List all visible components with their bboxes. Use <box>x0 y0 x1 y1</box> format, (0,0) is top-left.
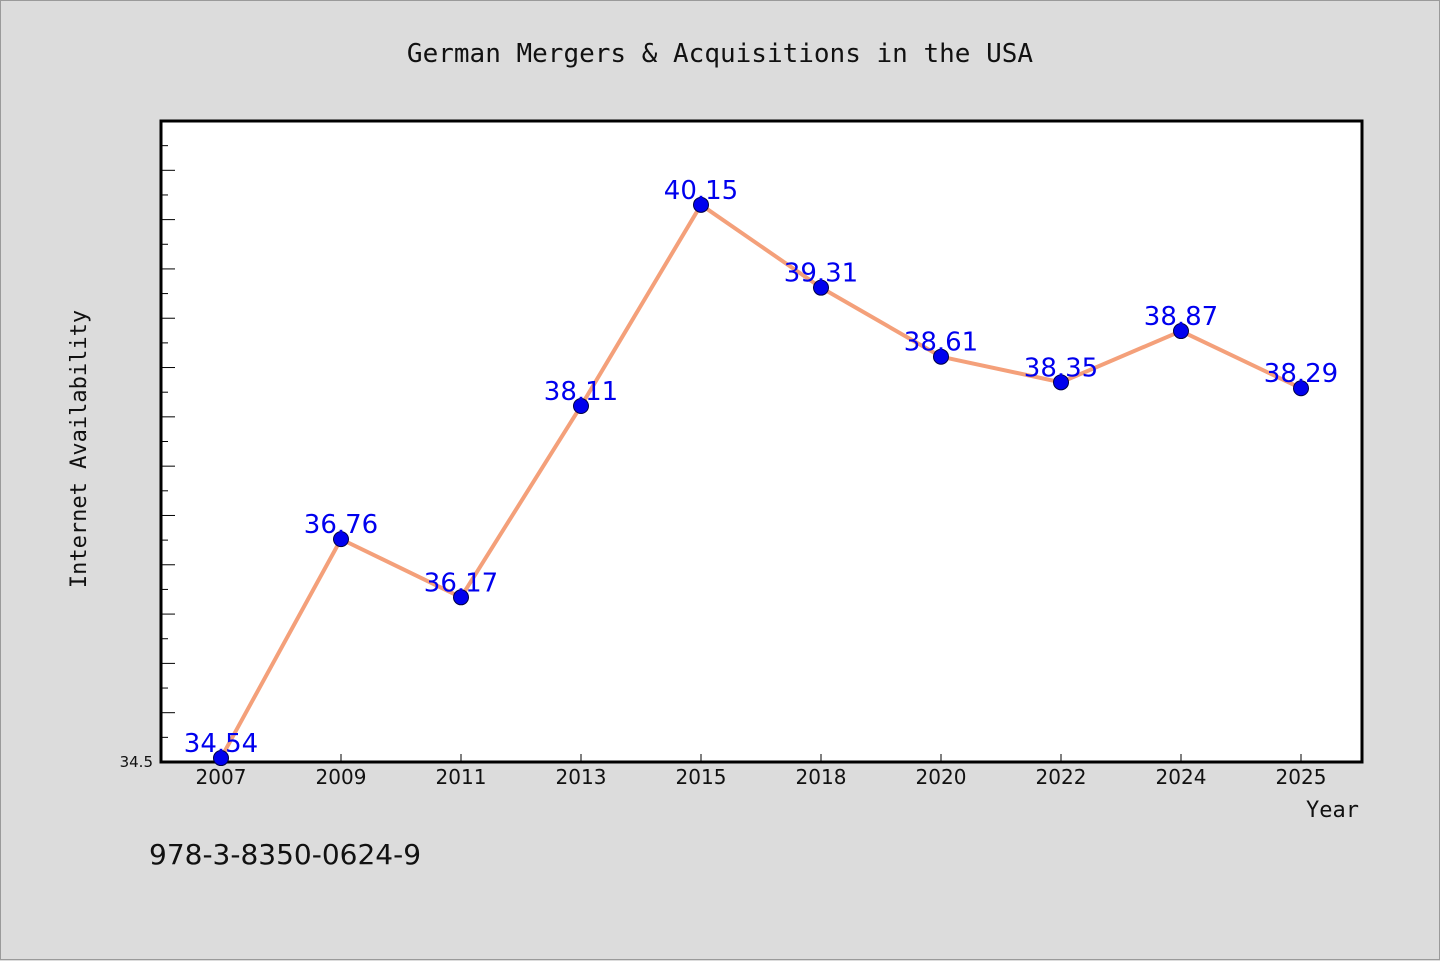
data-point <box>933 348 949 365</box>
isbn-footnote: 978-3-8350-0624-9 <box>149 838 421 871</box>
y-tick-label: 34.5 <box>120 753 153 771</box>
data-point <box>573 397 589 414</box>
x-tick-label: 2020 <box>916 765 967 789</box>
data-point <box>693 196 709 213</box>
x-tick-label: 2013 <box>556 765 607 789</box>
data-label: 38.61 <box>904 328 978 358</box>
data-label: 38.35 <box>1024 353 1098 383</box>
x-axis-ticks: 2007 2009 2011 2013 2015 2018 2020 2022 2024 2025 <box>196 754 1327 789</box>
plot-area <box>159 119 1364 764</box>
x-tick-label: 2022 <box>1036 765 1087 789</box>
data-point <box>333 531 349 548</box>
data-label: 36.17 <box>424 568 498 598</box>
data-point <box>1053 374 1069 391</box>
series-marker-group <box>213 196 1309 767</box>
y-axis-label: Internet Availability <box>67 310 92 588</box>
x-tick-label: 2007 <box>196 765 247 789</box>
data-point <box>813 279 829 296</box>
data-label: 34.54 <box>184 729 258 759</box>
data-label: 38.87 <box>1144 302 1218 332</box>
data-label: 40.15 <box>664 176 738 206</box>
data-point <box>213 750 229 767</box>
data-label-group: 34.54 36.76 36.17 38.11 40.15 39.31 38.61 38.35… <box>184 176 1338 759</box>
x-tick-label: 2024 <box>1156 765 1207 789</box>
data-label: 38.29 <box>1264 359 1338 389</box>
data-label: 39.31 <box>784 259 858 289</box>
x-tick-label: 2025 <box>1276 765 1327 789</box>
x-tick-label: 2018 <box>796 765 847 789</box>
series-line <box>219 202 1303 761</box>
data-point <box>453 589 469 606</box>
data-label: 36.76 <box>304 510 378 540</box>
x-axis-label: Year <box>1306 798 1359 823</box>
data-label: 38.11 <box>544 377 618 407</box>
x-tick-label: 2009 <box>316 765 367 789</box>
x-tick-label: 2011 <box>436 765 487 789</box>
data-point <box>1293 380 1309 397</box>
x-tick-label: 2015 <box>676 765 727 789</box>
chart-title: German Mergers & Acquisitions in the USA <box>407 39 1033 69</box>
y-axis-ticks <box>161 120 175 763</box>
series-line-group <box>219 202 1303 761</box>
data-point <box>1173 323 1189 340</box>
